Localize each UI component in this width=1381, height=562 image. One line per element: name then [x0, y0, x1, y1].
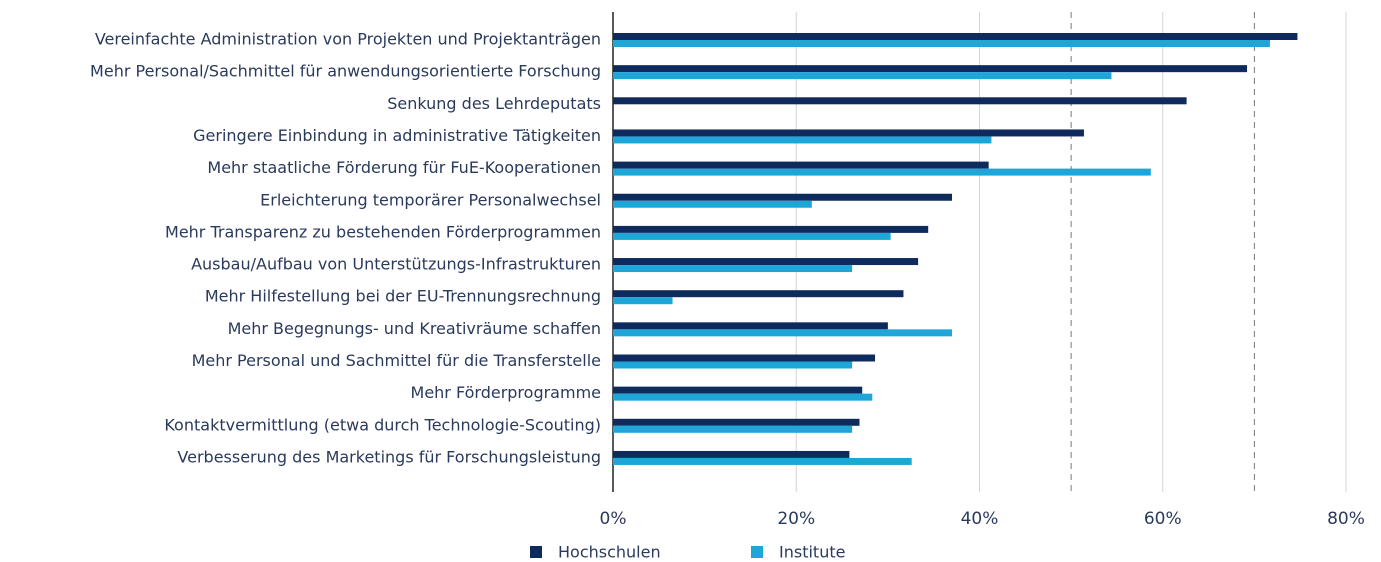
bar — [613, 161, 989, 169]
y-tick-label: Geringere Einbindung in administrative T… — [193, 126, 601, 145]
y-tick-label: Ausbau/Aufbau von Unterstützungs-Infrast… — [191, 255, 601, 274]
y-tick-label: Mehr Personal/Sachmittel für anwendungso… — [90, 62, 601, 81]
bar — [613, 354, 876, 362]
y-tick-label: Mehr Personal und Sachmittel für die Tra… — [192, 351, 601, 370]
bar — [613, 393, 873, 401]
bar — [613, 322, 888, 330]
bar — [613, 40, 1270, 47]
bar — [613, 450, 850, 458]
y-tick-label: Senkung des Lehrdeputats — [387, 94, 601, 113]
legend-swatch — [751, 546, 763, 558]
y-tick-label: Mehr Transparenz zu bestehenden Förderpr… — [165, 222, 601, 241]
x-tick-label: 80% — [1327, 509, 1365, 529]
bar — [613, 168, 1151, 176]
bar — [613, 129, 1084, 137]
bar — [613, 200, 812, 208]
x-tick-label: 60% — [1144, 509, 1182, 529]
bar — [613, 265, 853, 273]
y-tick-label: Mehr Begegnungs- und Kreativräume schaff… — [228, 319, 601, 338]
y-tick-label: Erleichterung temporärer Personalwechsel — [260, 190, 601, 209]
bar — [613, 33, 1298, 40]
legend-label: Institute — [779, 543, 845, 562]
x-tick-label: 0% — [600, 509, 627, 529]
bar — [613, 361, 853, 369]
bar — [613, 290, 904, 298]
legend-swatch — [530, 546, 542, 558]
bar — [613, 258, 919, 266]
y-tick-label: Mehr staatliche Förderung für FuE-Kooper… — [207, 158, 601, 177]
y-tick-label: Mehr Förderprogramme — [411, 383, 601, 402]
bar — [613, 297, 673, 305]
x-tick-label: 20% — [777, 509, 815, 529]
bar — [613, 97, 1187, 105]
bar — [613, 136, 992, 144]
bar — [613, 425, 853, 433]
bar — [613, 329, 953, 337]
legend-label: Hochschulen — [558, 543, 661, 562]
bar — [613, 225, 929, 233]
y-tick-label: Mehr Hilfestellung bei der EU-Trennungsr… — [205, 287, 601, 306]
y-tick-label: Verbesserung des Marketings für Forschun… — [177, 447, 601, 466]
y-tick-label: Vereinfachte Administration von Projekte… — [95, 30, 601, 49]
y-tick-label: Kontaktvermittlung (etwa durch Technolog… — [164, 415, 601, 434]
bar — [613, 193, 953, 201]
bar — [613, 457, 912, 465]
bar — [613, 65, 1248, 73]
bar — [613, 386, 863, 394]
bar — [613, 232, 891, 240]
x-tick-label: 40% — [961, 509, 999, 529]
bar — [613, 418, 860, 426]
bar — [613, 72, 1112, 80]
